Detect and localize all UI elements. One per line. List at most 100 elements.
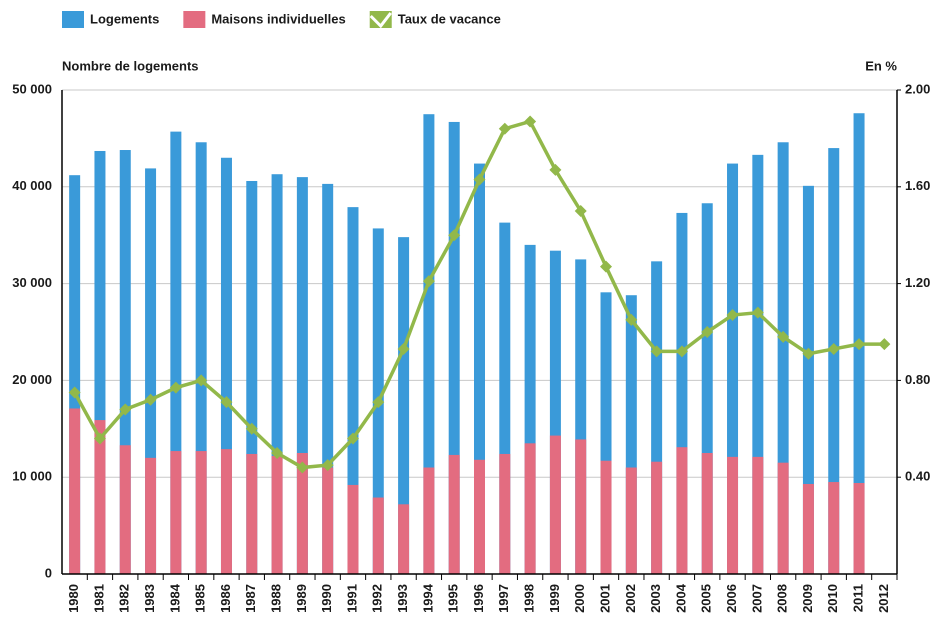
- marker: [448, 229, 461, 242]
- bar: [499, 222, 511, 574]
- legend-label: Taux de vacance: [398, 11, 501, 26]
- bar: [195, 142, 207, 574]
- bar: [651, 261, 663, 574]
- marker: [802, 347, 815, 360]
- x-tick-label: 1989: [294, 584, 309, 613]
- bar: [296, 453, 308, 574]
- marker: [827, 342, 840, 355]
- x-tick-label: 1987: [243, 584, 258, 613]
- marker: [195, 374, 208, 387]
- bar: [549, 435, 561, 574]
- x-tick-label: 2010: [825, 584, 840, 613]
- bar: [271, 174, 283, 574]
- bar: [170, 451, 182, 574]
- bar: [625, 295, 637, 574]
- marker: [271, 447, 284, 459]
- x-tick-label: 2008: [775, 584, 790, 613]
- bar: [94, 420, 106, 574]
- bar: [423, 114, 435, 574]
- y-tick-label: 20 000: [12, 372, 52, 387]
- bar: [398, 237, 410, 575]
- x-tick-label: 2005: [699, 584, 714, 613]
- bar: [423, 467, 435, 574]
- bar: [727, 456, 739, 574]
- x-tick-label: 1999: [547, 584, 562, 613]
- y-tick-label: 40 000: [12, 178, 52, 193]
- bar: [322, 183, 334, 574]
- marker: [321, 459, 334, 472]
- marker: [422, 275, 435, 288]
- bar: [549, 250, 561, 575]
- marker: [853, 338, 866, 351]
- marker: [574, 205, 587, 217]
- marker: [701, 326, 714, 338]
- marker: [397, 342, 410, 355]
- x-tick-label: 2006: [724, 584, 739, 613]
- y2-axis-title: En %: [865, 58, 897, 73]
- bar: [802, 483, 814, 574]
- x-tick-label: 1995: [446, 584, 461, 613]
- bar: [69, 175, 81, 574]
- marker: [169, 381, 182, 394]
- y-tick-label: 0: [45, 565, 52, 580]
- marker: [751, 306, 764, 319]
- marker: [245, 422, 258, 435]
- y2-tick-label: 0.80: [905, 372, 930, 387]
- marker: [650, 345, 663, 358]
- bar: [474, 163, 485, 574]
- bar: [474, 459, 485, 574]
- marker: [144, 393, 157, 406]
- y-tick-label: 30 000: [12, 275, 52, 290]
- x-tick-label: 1985: [193, 584, 208, 613]
- x-tick-label: 1982: [117, 584, 132, 613]
- y2-tick-label: 1.60: [905, 178, 930, 193]
- marker: [524, 115, 537, 128]
- bar: [727, 163, 739, 574]
- bar: [69, 408, 81, 574]
- bar: [701, 453, 713, 574]
- y-tick-label: 10 000: [12, 469, 52, 484]
- bar: [372, 497, 384, 574]
- x-tick-label: 1997: [496, 584, 511, 613]
- marker: [346, 432, 359, 445]
- x-tick-label: 1983: [142, 584, 157, 613]
- bar: [600, 292, 612, 574]
- bar: [347, 484, 359, 574]
- x-tick-label: 2000: [572, 584, 587, 613]
- bar: [296, 177, 308, 574]
- marker: [372, 396, 385, 409]
- marker: [878, 338, 891, 351]
- x-tick-label: 1988: [269, 584, 284, 613]
- bar: [802, 185, 814, 574]
- marker: [675, 345, 688, 358]
- x-tick-label: 2004: [673, 583, 688, 613]
- bar: [246, 453, 258, 574]
- legend-label: Logements: [90, 11, 159, 26]
- bar: [170, 131, 182, 574]
- legend-label: Maisons individuelles: [211, 11, 345, 26]
- legend-swatch: [183, 11, 206, 28]
- bar: [828, 148, 840, 574]
- x-tick-label: 1994: [420, 583, 435, 613]
- bar: [777, 462, 789, 574]
- bar: [119, 445, 131, 574]
- bar: [575, 439, 587, 574]
- bar: [246, 180, 258, 574]
- bar: [676, 212, 688, 574]
- y2-tick-label: 2.00: [905, 81, 930, 96]
- bar: [600, 460, 612, 574]
- bar: [145, 168, 157, 574]
- x-tick-label: 1986: [218, 584, 233, 613]
- marker: [600, 260, 613, 273]
- x-tick-label: 1993: [395, 584, 410, 613]
- marker: [625, 313, 638, 326]
- x-tick-label: 1998: [522, 584, 537, 613]
- bar: [777, 142, 789, 574]
- x-tick-label: 1984: [167, 583, 182, 613]
- bar: [752, 456, 764, 574]
- bar: [220, 449, 232, 574]
- bar: [195, 451, 207, 574]
- marker: [296, 461, 309, 474]
- marker: [93, 432, 106, 445]
- bar: [625, 467, 637, 574]
